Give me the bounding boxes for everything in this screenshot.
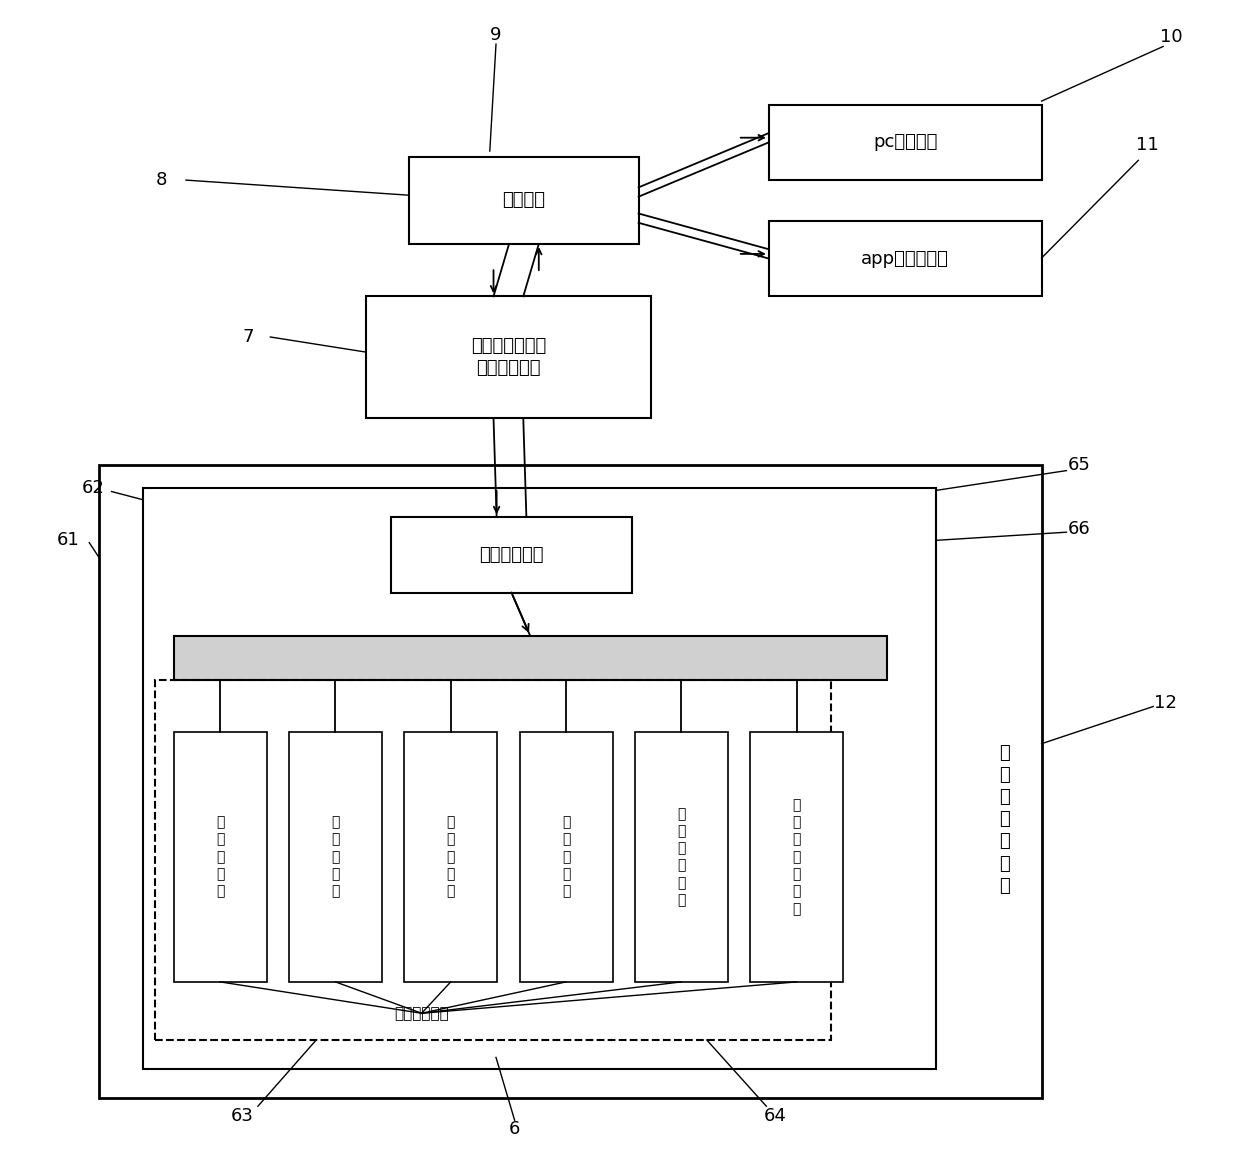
Bar <box>143 488 936 1069</box>
Text: 6: 6 <box>508 1120 521 1139</box>
Text: 产
量
检
测
传
感
器: 产 量 检 测 传 感 器 <box>792 798 801 916</box>
Bar <box>289 732 382 982</box>
Text: 63: 63 <box>231 1106 253 1125</box>
Text: 噪
振
传
感
器: 噪 振 传 感 器 <box>562 816 570 898</box>
Bar <box>155 680 831 1040</box>
Bar <box>391 517 632 593</box>
Bar <box>769 221 1042 296</box>
Text: 66: 66 <box>1068 519 1090 538</box>
Text: 锤
式
破
碎
机
本
体: 锤 式 破 碎 机 本 体 <box>999 744 1009 895</box>
Bar <box>750 732 843 982</box>
Text: 10: 10 <box>1161 28 1183 46</box>
Text: 64: 64 <box>764 1106 786 1125</box>
Text: app手机版终端: app手机版终端 <box>862 250 949 267</box>
Bar <box>174 636 887 680</box>
Bar <box>174 732 267 982</box>
Text: 61: 61 <box>57 531 79 550</box>
Text: 62: 62 <box>82 479 104 497</box>
Bar <box>769 105 1042 180</box>
Text: pc网页终端: pc网页终端 <box>873 134 937 151</box>
Text: 11: 11 <box>1136 136 1158 155</box>
Text: 12: 12 <box>1154 694 1177 712</box>
Text: 温
度
传
感
器: 温 度 传 感 器 <box>216 816 224 898</box>
Bar <box>366 296 651 418</box>
Text: 传感监测设备: 传感监测设备 <box>394 1006 449 1020</box>
Text: 重
量
计
量
装
置: 重 量 计 量 装 置 <box>677 806 686 908</box>
Text: 65: 65 <box>1068 456 1090 474</box>
Text: 7: 7 <box>242 328 254 346</box>
Text: 转
速
传
感
器: 转 速 传 感 器 <box>331 816 340 898</box>
Text: 云服务器: 云服务器 <box>502 192 546 209</box>
Bar <box>404 732 497 982</box>
Text: 数据转换装置: 数据转换装置 <box>479 546 544 564</box>
Bar <box>99 465 1042 1098</box>
Bar <box>520 732 613 982</box>
Text: 振
动
传
感
器: 振 动 传 感 器 <box>446 816 455 898</box>
Text: 本地数据接收与
数据转发装置: 本地数据接收与 数据转发装置 <box>471 337 546 378</box>
Bar <box>409 157 639 244</box>
Text: 8: 8 <box>155 171 167 189</box>
Bar <box>635 732 728 982</box>
Text: 9: 9 <box>490 26 502 44</box>
